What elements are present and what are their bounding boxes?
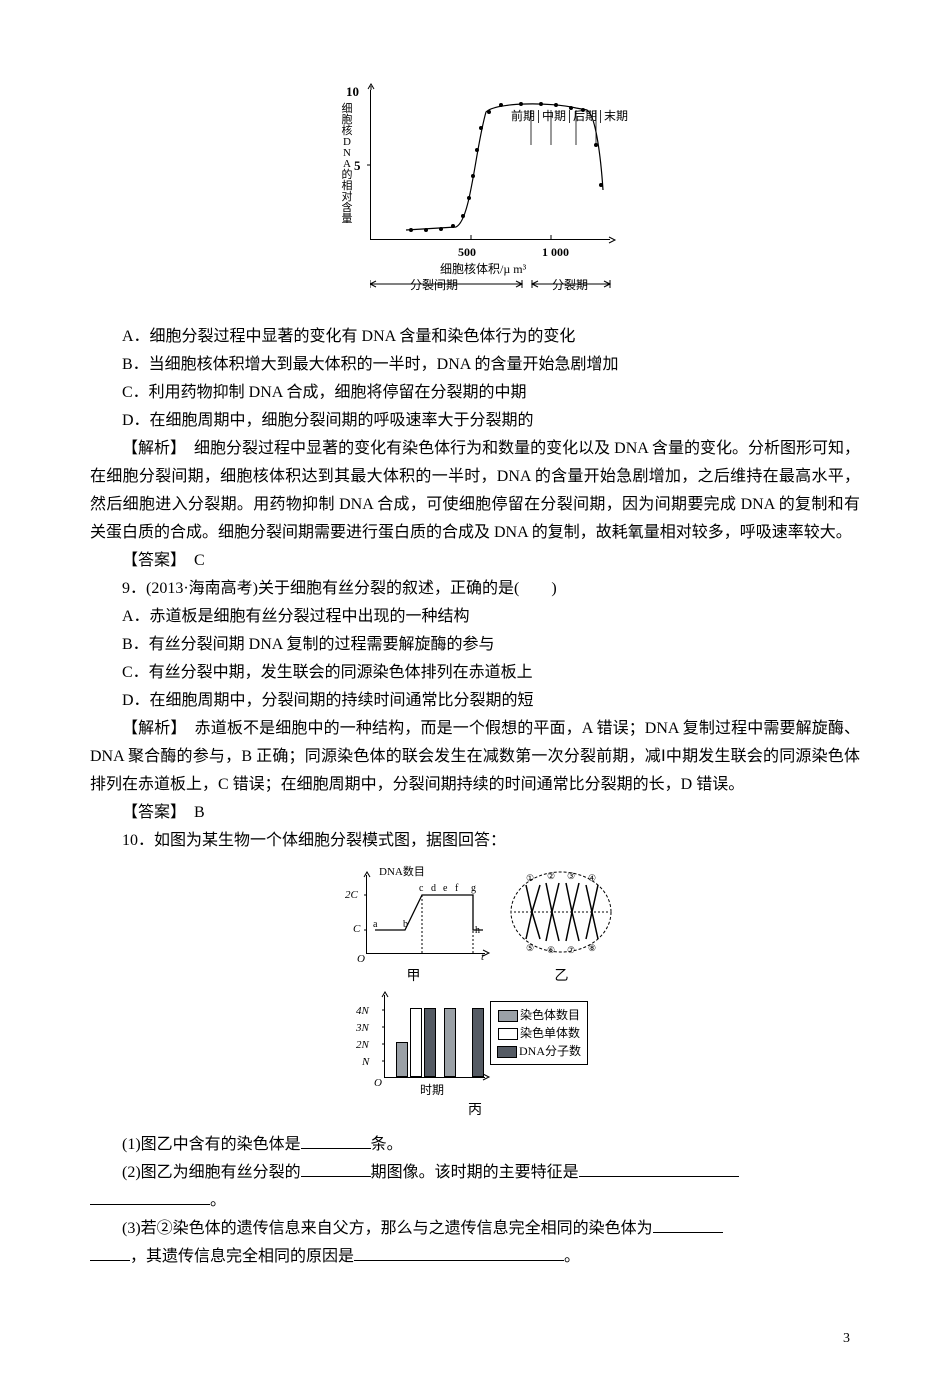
- bing-4n: 4N: [356, 1005, 369, 1017]
- svg-text:a: a: [373, 919, 378, 930]
- phase-mid: 中期: [542, 109, 566, 123]
- chart1-bottom-segments: 分裂间期 分裂期: [370, 278, 610, 296]
- q10-figures: DNA数目 a b: [90, 863, 860, 1119]
- phase-front: 前期: [511, 109, 535, 123]
- svg-text:⑧: ⑧: [588, 943, 596, 953]
- q9-D: D．在细胞周期中，分裂间期的持续时间通常比分裂期的短: [90, 687, 860, 715]
- svg-text:①: ①: [526, 873, 534, 883]
- analysis1-text: 细胞分裂过程中显著的变化有染色体行为和数量的变化以及 DNA 含量的变化。分析图…: [90, 440, 860, 541]
- answer1-label: 【答案】: [122, 552, 178, 569]
- chart1-xtick-1000: 1 000: [542, 245, 569, 260]
- svg-text:e: e: [443, 883, 448, 894]
- analysis2: 【解析】 赤道板不是细胞中的一种结构，而是一个假想的平面，A 错误；DNA 复制…: [90, 715, 860, 799]
- chart-yi: ① ② ③ ④ ⑤ ⑥ ⑦ ⑧ 乙: [504, 863, 619, 983]
- chart-jia: DNA数目 a b: [331, 863, 496, 983]
- bing-caption: 丙: [350, 1099, 600, 1119]
- analysis2-text: 赤道板不是细胞中的一种结构，而是一个假想的平面，A 错误；DNA 复制过程中需要…: [90, 720, 860, 793]
- chart1-y-title-text: 细胞核DNA的相对含量: [340, 104, 354, 225]
- jia-caption: 甲: [331, 965, 496, 985]
- analysis1: 【解析】 细胞分裂过程中显著的变化有染色体行为和数量的变化以及 DNA 含量的变…: [90, 435, 860, 547]
- chart1-ytick-10: 10: [346, 84, 359, 100]
- opt1-A: A．细胞分裂过程中显著的变化有 DNA 含量和染色体行为的变化: [90, 323, 860, 351]
- q10-s3: (3)若②染色体的遗传信息来自父方，那么与之遗传信息完全相同的染色体为: [90, 1215, 860, 1243]
- answer1-text: C: [178, 552, 205, 569]
- svg-text:⑥: ⑥: [547, 945, 555, 955]
- q10-stem: 10．如图为某生物一个体细胞分裂模式图，据图回答：: [90, 827, 860, 855]
- seg-interphase: 分裂间期: [410, 278, 458, 292]
- svg-text:b: b: [403, 919, 408, 930]
- svg-text:g: g: [471, 883, 476, 894]
- svg-text:c: c: [419, 883, 424, 894]
- q10-s3-c: 。: [564, 1248, 580, 1265]
- q10-s1: (1)图乙中含有的染色体是 条。: [90, 1131, 860, 1159]
- phase-end: 末期: [604, 109, 628, 123]
- svg-text:⑤: ⑤: [526, 943, 534, 953]
- bing-o: O: [374, 1077, 382, 1089]
- jia-c: C: [353, 923, 360, 935]
- q10-s1-a: (1)图乙中含有的染色体是: [122, 1136, 301, 1153]
- blank-5: [354, 1244, 564, 1261]
- bing-3n: 3N: [356, 1022, 369, 1034]
- seg-mitotic: 分裂期: [552, 278, 588, 292]
- q9-B: B．有丝分裂间期 DNA 复制的过程需要解旋酶的参与: [90, 631, 860, 659]
- jia-2c: 2C: [345, 889, 358, 901]
- blank-2: [301, 1160, 371, 1177]
- analysis1-label: 【解析】: [122, 440, 178, 457]
- svg-text:⑦: ⑦: [567, 945, 575, 955]
- page-number: 3: [90, 1331, 860, 1347]
- opt1-B: B．当细胞核体积增大到最大体积的一半时，DNA 的含量开始急剧增加: [90, 351, 860, 379]
- phase-back: 后期: [573, 109, 597, 123]
- bing-n: N: [362, 1056, 369, 1068]
- q10-s1-b: 条。: [371, 1136, 403, 1153]
- q10-s2-line2: 。: [90, 1187, 860, 1215]
- chart1-x-label: 细胞核体积/µ m³: [440, 260, 526, 277]
- q10-s2-b: 期图像。该时期的主要特征是: [371, 1164, 579, 1181]
- opt1-C: C．利用药物抑制 DNA 合成，细胞将停留在分裂期的中期: [90, 379, 860, 407]
- q10-s3-line2: ，其遗传信息完全相同的原因是 。: [90, 1243, 860, 1271]
- jia-o: O: [357, 953, 365, 965]
- svg-text:d: d: [431, 883, 436, 894]
- answer2-label: 【答案】: [122, 804, 178, 821]
- q9-A: A．赤道板是细胞有丝分裂过程中出现的一种结构: [90, 603, 860, 631]
- chart1-phase-labels: 前期 中期 后期 末期: [508, 110, 631, 123]
- analysis2-label: 【解析】: [122, 720, 179, 737]
- svg-text:④: ④: [588, 873, 596, 883]
- svg-text:③: ③: [567, 871, 575, 881]
- bing-x-label: 时期: [420, 1081, 444, 1098]
- q10-s2-a: (2)图乙为细胞有丝分裂的: [122, 1164, 301, 1181]
- legend-3: DNA分子数: [519, 1044, 581, 1058]
- chart1: 10 5 细胞核DNA的相对含量: [310, 80, 640, 300]
- blank-3: [579, 1160, 739, 1177]
- q10-s3-b: ，其遗传信息完全相同的原因是: [130, 1248, 354, 1265]
- blank-1: [301, 1132, 371, 1149]
- q9-C: C．有丝分裂中期，发生联会的同源染色体排列在赤道板上: [90, 659, 860, 687]
- answer2-text: B: [178, 804, 205, 821]
- answer2: 【答案】 B: [90, 799, 860, 827]
- chart1-xtick-500: 500: [458, 245, 476, 260]
- q10-s2-c: 。: [210, 1192, 226, 1209]
- q10-s3-a: (3)若②染色体的遗传信息来自父方，那么与之遗传信息完全相同的染色体为: [122, 1220, 653, 1237]
- chart1-y-title: 细胞核DNA的相对含量: [340, 104, 354, 225]
- blank-4: [653, 1216, 723, 1233]
- figure-chart1: 10 5 细胞核DNA的相对含量: [90, 80, 860, 305]
- chart1-ytick-5: 5: [354, 158, 361, 174]
- q9-stem: 9．(2013·海南高考)关于细胞有丝分裂的叙述，正确的是( ): [90, 575, 860, 603]
- svg-text:f: f: [455, 883, 459, 894]
- blank-4b: [90, 1244, 130, 1261]
- svg-text:h: h: [475, 925, 480, 936]
- yi-caption: 乙: [504, 965, 619, 985]
- bing-2n: 2N: [356, 1039, 369, 1051]
- opt1-D: D．在细胞周期中，细胞分裂间期的呼吸速率大于分裂期的: [90, 407, 860, 435]
- bing-legend: 染色体数目 染色单体数 DNA分子数: [490, 1001, 588, 1065]
- answer1: 【答案】 C: [90, 547, 860, 575]
- q10-s2: (2)图乙为细胞有丝分裂的 期图像。该时期的主要特征是: [90, 1159, 860, 1187]
- svg-text:②: ②: [547, 871, 555, 881]
- legend-2: 染色单体数: [520, 1026, 580, 1040]
- chart-bing: 4N 3N 2N N O 时期 染色体数目 染色单体数 DNA分子数 丙: [350, 989, 600, 1119]
- jia-t: t: [481, 951, 484, 963]
- blank-3b: [90, 1188, 210, 1205]
- legend-1: 染色体数目: [520, 1008, 580, 1022]
